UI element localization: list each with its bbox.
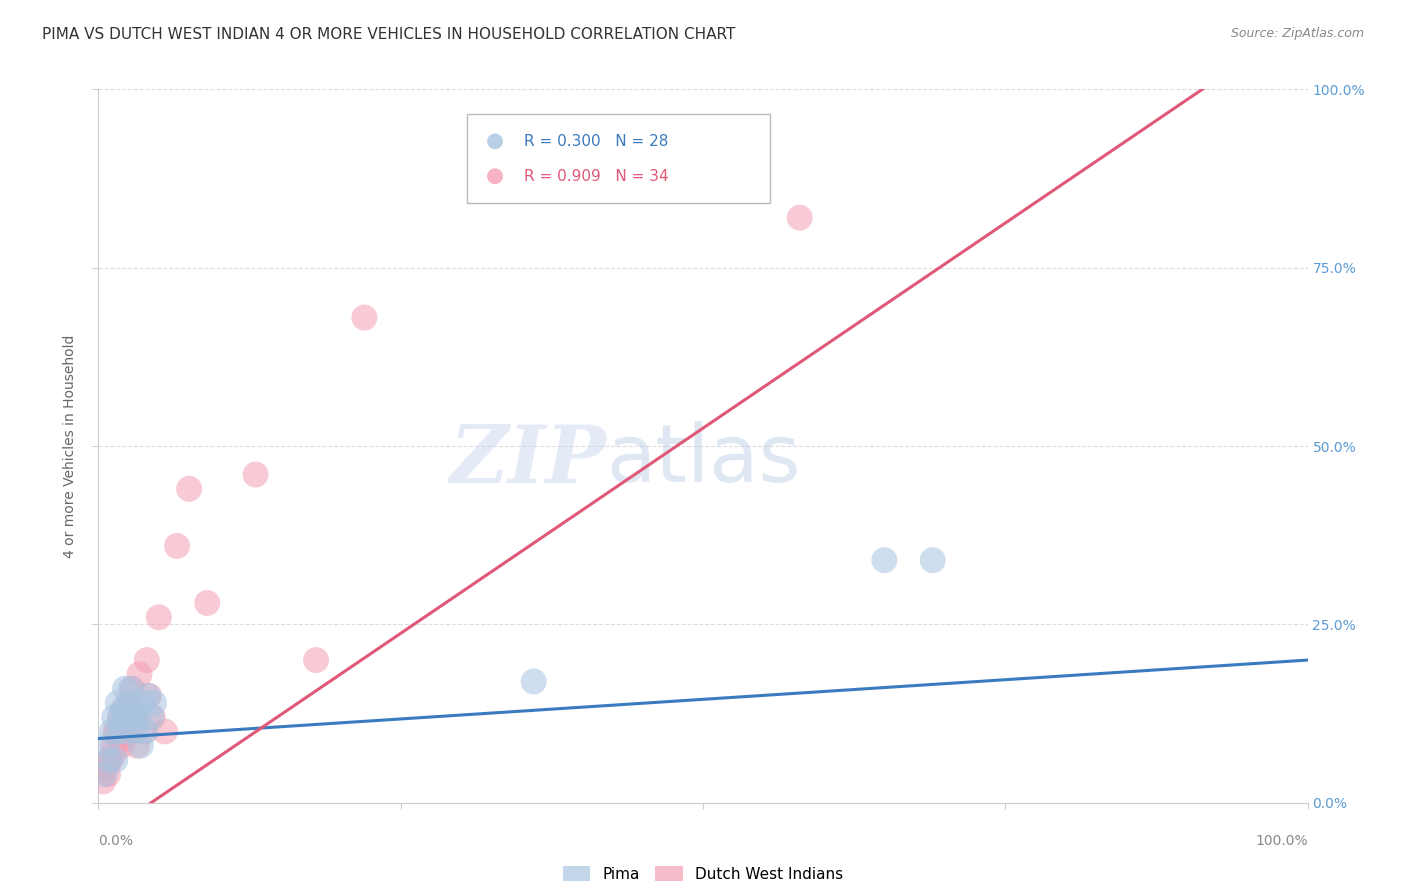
Point bbox=[118, 724, 141, 739]
Text: PIMA VS DUTCH WEST INDIAN 4 OR MORE VEHICLES IN HOUSEHOLD CORRELATION CHART: PIMA VS DUTCH WEST INDIAN 4 OR MORE VEHI… bbox=[42, 27, 735, 42]
Point bbox=[100, 753, 122, 767]
Point bbox=[112, 703, 135, 717]
Point bbox=[523, 674, 546, 689]
Point bbox=[108, 710, 131, 724]
Point bbox=[353, 310, 375, 325]
Point bbox=[110, 739, 132, 753]
Point bbox=[245, 467, 267, 482]
Point bbox=[103, 746, 125, 760]
Point bbox=[115, 710, 138, 724]
Point bbox=[94, 760, 117, 774]
Point bbox=[93, 767, 115, 781]
Point bbox=[104, 724, 127, 739]
Point bbox=[100, 724, 122, 739]
Text: ZIP: ZIP bbox=[450, 422, 606, 499]
Point bbox=[179, 482, 201, 496]
Point bbox=[128, 667, 150, 681]
Point bbox=[114, 731, 136, 746]
Point bbox=[166, 539, 188, 553]
Point bbox=[142, 710, 165, 724]
Point bbox=[104, 753, 127, 767]
Point bbox=[138, 689, 160, 703]
Point bbox=[118, 696, 141, 710]
Point bbox=[98, 753, 121, 767]
Point bbox=[96, 739, 118, 753]
Point bbox=[148, 610, 170, 624]
Point bbox=[195, 596, 218, 610]
Text: atlas: atlas bbox=[606, 421, 800, 500]
Point bbox=[484, 169, 506, 184]
Point bbox=[132, 696, 155, 710]
Point bbox=[143, 696, 166, 710]
Point bbox=[873, 553, 896, 567]
Point bbox=[121, 710, 143, 724]
FancyBboxPatch shape bbox=[467, 114, 769, 203]
Point bbox=[91, 774, 114, 789]
Legend: Pima, Dutch West Indians: Pima, Dutch West Indians bbox=[557, 860, 849, 888]
Point bbox=[141, 710, 163, 724]
Point bbox=[129, 739, 152, 753]
Point bbox=[921, 553, 943, 567]
Point bbox=[108, 731, 131, 746]
Point bbox=[97, 767, 120, 781]
Point bbox=[121, 681, 143, 696]
Point bbox=[120, 681, 142, 696]
Point bbox=[136, 689, 159, 703]
Text: Source: ZipAtlas.com: Source: ZipAtlas.com bbox=[1230, 27, 1364, 40]
Point bbox=[103, 710, 125, 724]
Point bbox=[305, 653, 328, 667]
Point bbox=[135, 724, 157, 739]
Point bbox=[153, 724, 176, 739]
Text: 100.0%: 100.0% bbox=[1256, 834, 1308, 848]
Point bbox=[124, 710, 146, 724]
Point bbox=[112, 724, 135, 739]
Text: 0.0%: 0.0% bbox=[98, 834, 134, 848]
Point bbox=[124, 703, 146, 717]
Point bbox=[111, 703, 134, 717]
Point bbox=[135, 653, 157, 667]
Text: R = 0.300   N = 28: R = 0.300 N = 28 bbox=[524, 134, 668, 149]
Y-axis label: 4 or more Vehicles in Household: 4 or more Vehicles in Household bbox=[63, 334, 77, 558]
Point bbox=[108, 710, 131, 724]
Point bbox=[789, 211, 811, 225]
Point bbox=[118, 696, 141, 710]
Point bbox=[127, 739, 149, 753]
Point bbox=[111, 724, 134, 739]
Point bbox=[134, 724, 156, 739]
Point bbox=[125, 724, 148, 739]
Point bbox=[484, 134, 506, 148]
Point bbox=[101, 739, 124, 753]
Point bbox=[127, 710, 149, 724]
Point bbox=[98, 753, 121, 767]
Text: R = 0.909   N = 34: R = 0.909 N = 34 bbox=[524, 169, 669, 184]
Point bbox=[108, 724, 131, 739]
Point bbox=[107, 696, 129, 710]
Point bbox=[114, 681, 136, 696]
Point bbox=[105, 724, 128, 739]
